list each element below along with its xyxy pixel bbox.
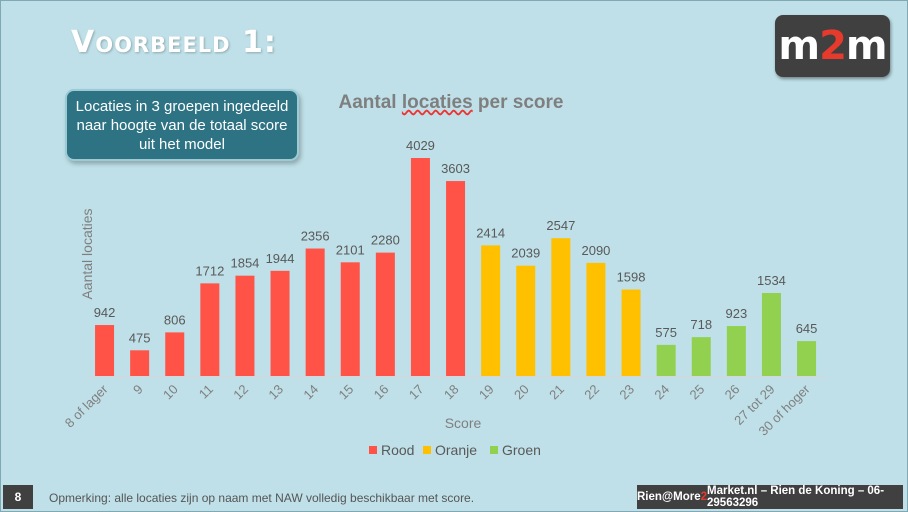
x-tick-label: 12	[230, 382, 251, 403]
data-label: 2414	[476, 225, 505, 240]
x-tick-label: 21	[546, 382, 567, 403]
contact-pre: Rien@More	[637, 491, 701, 503]
bar	[726, 326, 746, 376]
bar	[235, 275, 255, 376]
x-tick-label: 24	[651, 382, 672, 403]
chart-title-pre: Aantal	[338, 92, 402, 113]
x-tick-label: 25	[687, 382, 708, 403]
data-label: 2547	[546, 218, 575, 233]
x-tick-label: 14	[300, 382, 321, 403]
data-label: 718	[690, 317, 712, 332]
page-number: 8	[3, 485, 33, 509]
footnote: Opmerking: alle locaties zijn op naam me…	[49, 491, 475, 505]
x-tick-label: 19	[476, 382, 497, 403]
x-tick-label: 23	[616, 382, 637, 403]
x-tick-label: 9	[130, 382, 146, 398]
logo-digit: 2	[819, 23, 847, 69]
legend-swatch	[490, 446, 498, 454]
chart-title-squiggle: locaties	[401, 92, 473, 113]
contact-post: Market.nl – Rien de Koning – 06-29563296	[707, 485, 885, 509]
x-tick-label: 13	[265, 382, 286, 403]
contact-bar: Rien@More 2 Market.nl – Rien de Koning – 0…	[637, 485, 903, 509]
legend-label: Groen	[502, 442, 541, 458]
logo-letter-right: m	[845, 23, 888, 69]
bar	[446, 181, 466, 376]
bar	[621, 289, 641, 376]
x-tick-label: 20	[511, 382, 532, 403]
data-label: 475	[129, 330, 151, 345]
bar	[95, 325, 115, 376]
bar	[165, 332, 185, 376]
x-tick-label: 8 of lager	[62, 381, 111, 430]
x-tick-label: 22	[581, 382, 602, 403]
data-label: 942	[94, 305, 116, 320]
data-label: 1854	[230, 256, 259, 271]
bar	[340, 262, 360, 376]
bar	[481, 245, 501, 376]
data-label: 806	[164, 312, 186, 327]
data-label: 645	[796, 321, 818, 336]
bar	[130, 350, 150, 376]
bar	[761, 292, 781, 376]
data-label: 2090	[581, 243, 610, 258]
x-tick-label: 18	[441, 382, 462, 403]
logo-letter-left: m	[778, 23, 820, 69]
data-label: 923	[725, 306, 747, 321]
bar	[410, 158, 430, 376]
data-label: 1712	[195, 263, 224, 278]
x-tick-label: 16	[371, 382, 392, 403]
x-tick-label: 17	[406, 382, 427, 403]
callout-text: Locaties in 3 groepen ingedeeld naar hoo…	[75, 97, 289, 153]
data-label: 1534	[757, 273, 786, 288]
data-label: 575	[655, 325, 677, 340]
x-tick-label: 15	[336, 382, 357, 403]
x-tick-label: 11	[196, 382, 216, 402]
bar	[516, 265, 536, 376]
bar	[691, 337, 711, 376]
legend-label: Rood	[381, 442, 414, 458]
bar	[551, 238, 571, 376]
legend-label: Oranje	[435, 442, 477, 458]
slide-title: Voorbeeld 1:	[71, 25, 277, 60]
bar	[200, 283, 220, 376]
x-tick-label: 26	[722, 382, 743, 403]
x-tick-label: 10	[160, 382, 181, 403]
data-label: 1944	[266, 251, 295, 266]
data-label: 4029	[406, 138, 435, 153]
bar	[797, 341, 817, 376]
data-label: 2356	[301, 229, 330, 244]
contact-mid: 2	[700, 491, 708, 503]
bar	[656, 344, 676, 376]
bar	[375, 252, 395, 376]
data-label: 1598	[617, 270, 646, 285]
data-label: 2039	[511, 246, 540, 261]
x-axis-label: Score	[445, 415, 482, 431]
data-label: 2280	[371, 233, 400, 248]
y-axis-label: Aantal locaties	[79, 208, 95, 299]
legend-swatch	[423, 446, 431, 454]
data-label: 2101	[336, 242, 365, 257]
bar-chart: 942 8 of lager 475 9 806 10 1712 11 1854 12 1944 13…	[62, 138, 827, 458]
bar	[586, 262, 606, 376]
chart-title-post: per score	[472, 92, 564, 113]
bar	[305, 248, 325, 376]
data-label: 3603	[441, 161, 470, 176]
bar	[270, 270, 290, 376]
legend-swatch	[369, 446, 377, 454]
callout-box: Locaties in 3 groepen ingedeeld naar hoo…	[65, 89, 299, 161]
chart-title: Aantal locaties per score	[301, 92, 601, 114]
